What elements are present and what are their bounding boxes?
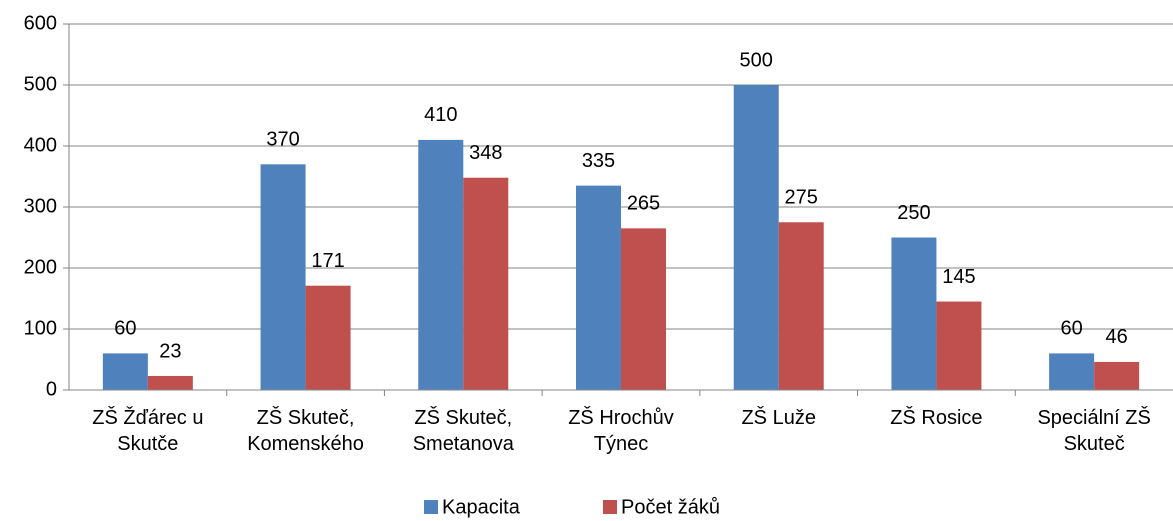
bar	[305, 285, 351, 390]
y-tick-label: 600	[24, 12, 57, 34]
bar	[576, 185, 621, 390]
data-label: 250	[897, 202, 930, 224]
x-tick-label: ZŠ Skuteč, Smetanova	[412, 407, 514, 455]
data-label: 23	[159, 340, 181, 362]
data-label: 171	[311, 250, 344, 272]
y-tick-label: 100	[24, 317, 57, 339]
x-tick-label: ZŠ Luže	[741, 407, 816, 429]
bar	[102, 353, 148, 390]
x-tick-label: ZŠ Rosice	[890, 407, 983, 429]
legend-swatch	[603, 500, 617, 514]
data-label: 60	[1061, 318, 1083, 340]
bar	[891, 237, 937, 390]
data-label: 145	[942, 266, 975, 288]
legend-swatch	[424, 500, 438, 514]
data-label: 335	[582, 150, 615, 172]
bar	[733, 85, 779, 390]
data-label: 500	[740, 49, 773, 71]
bar	[463, 177, 509, 390]
y-tick-label: 0	[46, 378, 57, 400]
bar	[936, 301, 982, 390]
bar	[778, 222, 824, 390]
x-tick-label: ZŠ Žďárec u Skutče	[92, 407, 204, 455]
y-tick-label: 200	[24, 256, 57, 278]
y-tick-label: 300	[24, 195, 57, 217]
data-label: 265	[627, 193, 660, 215]
legend-label: Počet žáků	[621, 496, 720, 518]
bar	[621, 228, 666, 390]
x-tick-label: ZŠ Hrochův Týnec	[568, 407, 674, 455]
data-label: 410	[424, 104, 457, 126]
bar	[418, 139, 464, 390]
x-tick-label: ZŠ Skuteč, Komenského	[247, 407, 364, 455]
bar	[1049, 353, 1095, 390]
bar	[1094, 361, 1140, 390]
y-tick-label: 500	[24, 73, 57, 95]
data-label: 46	[1106, 326, 1128, 348]
bar	[260, 164, 306, 390]
data-label: 348	[469, 142, 502, 164]
x-tick-label: Speciální ZŠ Skuteč	[1037, 407, 1151, 455]
data-label: 370	[266, 129, 299, 151]
data-label: 60	[114, 318, 136, 340]
bar	[147, 375, 193, 390]
legend-label: Kapacita	[442, 496, 521, 518]
data-label: 275	[785, 187, 818, 209]
y-tick-label: 400	[24, 134, 57, 156]
